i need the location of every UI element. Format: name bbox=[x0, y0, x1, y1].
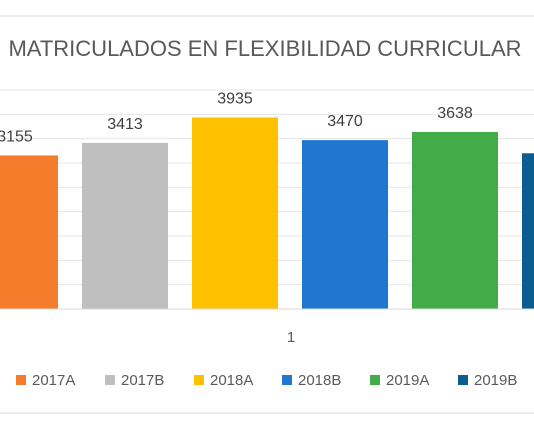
x-tick-label: 1 bbox=[287, 329, 295, 346]
legend-label: 2017A bbox=[32, 372, 75, 389]
data-label-2018A: 3935 bbox=[217, 90, 253, 107]
bar-2018A bbox=[192, 117, 278, 309]
legend-item-2018B: 2018B bbox=[282, 372, 341, 389]
legend-item-2017B: 2017B bbox=[105, 372, 164, 389]
bar-2017B bbox=[82, 142, 168, 309]
data-label-2019A: 3638 bbox=[437, 105, 473, 122]
chart-title: MATRICULADOS EN FLEXIBILIDAD CURRICULAR bbox=[8, 36, 521, 61]
legend-label: 2018B bbox=[298, 372, 341, 389]
legend-label: 2019A bbox=[386, 372, 429, 389]
legend-swatch bbox=[458, 375, 468, 385]
data-labels: 315534133935347036383200 bbox=[0, 90, 473, 145]
legend-swatch bbox=[370, 375, 380, 385]
bar-2019B bbox=[522, 153, 534, 309]
legend-item-2019A: 2019A bbox=[370, 372, 429, 389]
legend: 2017A 2017B 2018A 2018B 2019A 2019B bbox=[16, 372, 517, 389]
legend-swatch bbox=[16, 375, 26, 385]
legend-item-2019B: 2019B bbox=[458, 372, 517, 389]
legend-label: 2018A bbox=[210, 372, 253, 389]
legend-item-2017A: 2017A bbox=[16, 372, 75, 389]
data-label-2017A: 3155 bbox=[0, 128, 33, 145]
bars bbox=[0, 117, 534, 309]
bar-2019A bbox=[412, 131, 498, 309]
data-label-2018B: 3470 bbox=[327, 113, 363, 130]
legend-label: 2019B bbox=[474, 372, 517, 389]
legend-swatch bbox=[105, 375, 115, 385]
bar-2017A bbox=[0, 155, 58, 309]
data-label-2017B: 3413 bbox=[107, 116, 143, 133]
legend-swatch bbox=[282, 375, 292, 385]
legend-item-2018A: 2018A bbox=[194, 372, 253, 389]
bar-2018B bbox=[302, 140, 388, 309]
legend-label: 2017B bbox=[121, 372, 164, 389]
legend-swatch bbox=[194, 375, 204, 385]
